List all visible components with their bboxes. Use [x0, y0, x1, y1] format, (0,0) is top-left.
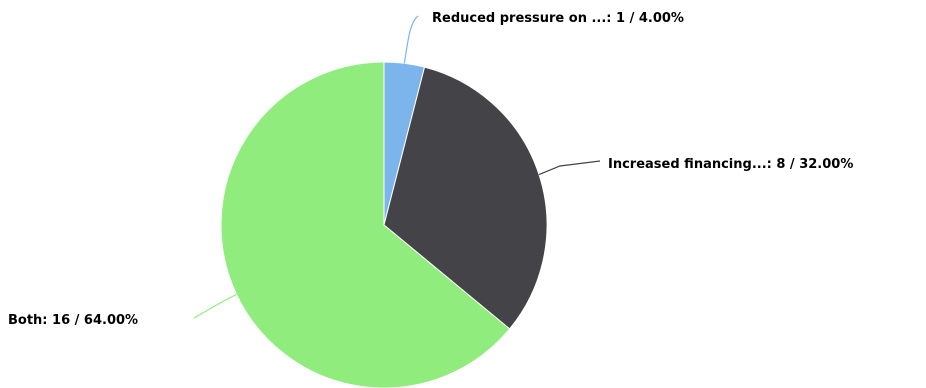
leader-lines-layer [193, 15, 601, 319]
slice-label-0: Reduced pressure on ...: 1 / 4.00% [432, 11, 684, 26]
pie-slice-2[interactable] [220, 61, 511, 388]
leader-line-0 [403, 15, 419, 64]
slice-label-2: Both: 16 / 64.00% [8, 313, 138, 328]
labels-layer: Reduced pressure on ...: 1 / 4.00% Increa… [8, 11, 853, 328]
leader-line-1 [538, 160, 601, 176]
leader-line-2 [193, 293, 237, 319]
slices-layer [220, 61, 548, 388]
pie-slice-1[interactable] [383, 66, 548, 330]
slice-label-1: Increased financing...: 8 / 32.00% [608, 157, 853, 172]
